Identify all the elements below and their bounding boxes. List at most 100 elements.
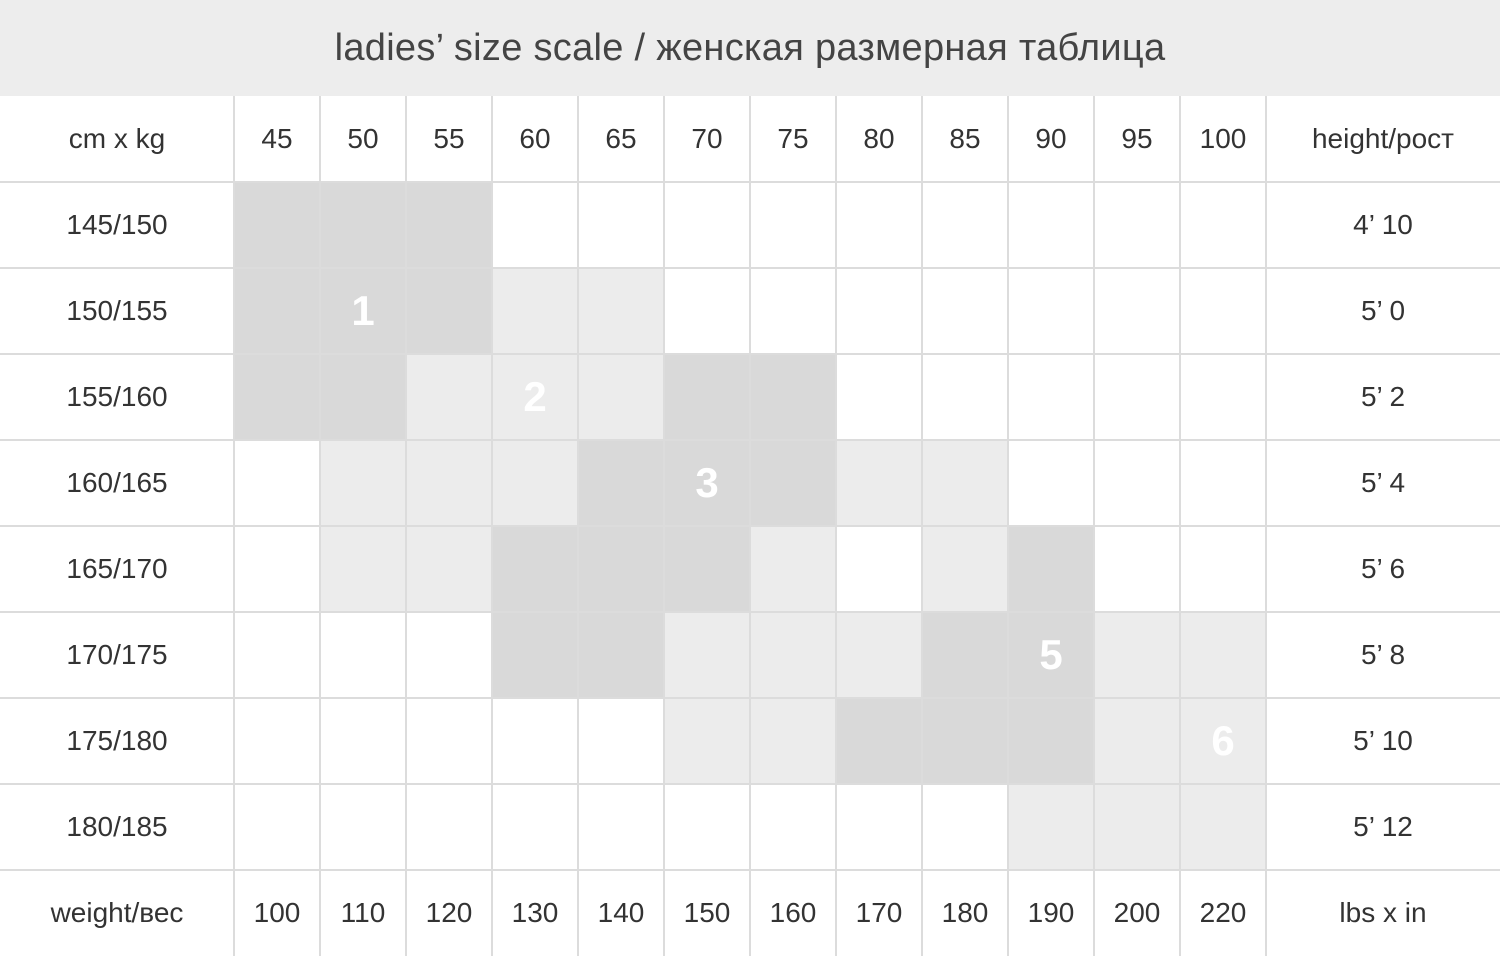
row-height-label: 5’ 8 <box>1360 639 1406 670</box>
kg-header: 85 <box>949 123 981 154</box>
size-zone-cell-light <box>492 354 578 440</box>
row-cm-label: 165/170 <box>66 553 168 584</box>
size-zone-cell-dark <box>664 440 750 526</box>
row-height-label: 4’ 10 <box>1353 209 1413 240</box>
size-zone-label: 6 <box>1211 717 1235 764</box>
grid-hline <box>0 439 1500 441</box>
size-zone-cell-light <box>750 526 836 612</box>
size-zone-cell-dark <box>922 612 1008 698</box>
size-zone-cell-light <box>664 698 750 784</box>
lbs-footer: 220 <box>1199 897 1247 928</box>
size-zone-cell-light <box>1094 698 1180 784</box>
size-zone-cell-light <box>320 526 406 612</box>
size-zone-cell-light <box>492 268 578 354</box>
lbs-footer: 130 <box>511 897 559 928</box>
grid-hline <box>0 525 1500 527</box>
kg-header: 65 <box>605 123 637 154</box>
size-zone-cell-light <box>1180 698 1266 784</box>
size-zone-cell-dark <box>664 526 750 612</box>
kg-header: 70 <box>691 123 723 154</box>
size-zone-cell-dark <box>1008 698 1094 784</box>
size-zone-cell-light <box>1008 784 1094 870</box>
size-zone-cell-light <box>578 268 664 354</box>
size-zone-cell-dark <box>320 354 406 440</box>
page-title: ladies’ size scale / женская размерная т… <box>334 26 1166 69</box>
kg-header: 80 <box>863 123 895 154</box>
size-zone-cell-dark <box>578 612 664 698</box>
grid-hline <box>0 697 1500 699</box>
grid-hline <box>0 353 1500 355</box>
size-zone-cell-dark <box>406 182 492 268</box>
lbs-footer: 200 <box>1113 897 1161 928</box>
lbs-footer: 150 <box>683 897 731 928</box>
size-zone-cell-dark <box>664 354 750 440</box>
size-zone-label: 2 <box>523 373 547 420</box>
size-zone-cell-light <box>1180 784 1266 870</box>
size-zone-cell-light <box>750 698 836 784</box>
size-zone-cell-dark <box>578 440 664 526</box>
height-header-label: height/рост <box>1311 123 1455 154</box>
size-zone-label: 5 <box>1039 631 1063 678</box>
grid-hline <box>0 181 1500 183</box>
size-zone-cell-dark <box>750 440 836 526</box>
size-zone-cell-light <box>922 526 1008 612</box>
lbs-footer: 190 <box>1027 897 1075 928</box>
row-cm-label: 180/185 <box>66 811 168 842</box>
row-cm-label: 175/180 <box>66 725 168 756</box>
size-zone-cell-light <box>406 526 492 612</box>
grid-hline <box>0 869 1500 871</box>
size-zone-label: 4 <box>867 545 891 592</box>
row-height-label: 5’ 0 <box>1360 295 1406 326</box>
size-table: cm x kg 45 50 55 60 65 70 75 80 85 90 95 100 height/р… <box>0 96 1500 958</box>
size-zone-cell-dark <box>836 698 922 784</box>
kg-header: 100 <box>1199 123 1247 154</box>
size-zone-cell-dark <box>492 526 578 612</box>
kg-header: 90 <box>1035 123 1067 154</box>
kg-header: 95 <box>1121 123 1153 154</box>
corner-header-label: cm x kg <box>68 123 166 154</box>
row-height-label: 5’ 2 <box>1360 381 1406 412</box>
row-height-label: 5’ 4 <box>1360 467 1406 498</box>
lbs-footer: 140 <box>597 897 645 928</box>
grid-hline <box>0 267 1500 269</box>
lbs-footer: 170 <box>855 897 903 928</box>
size-zone-cell-dark <box>492 612 578 698</box>
size-zone-cell-light <box>836 440 922 526</box>
weight-footer-label: weight/вес <box>50 897 184 928</box>
size-zone-cell-dark <box>234 182 320 268</box>
row-cm-label: 150/155 <box>66 295 168 326</box>
grid-hline <box>0 611 1500 613</box>
lbs-footer: 110 <box>340 897 386 928</box>
size-zone-cell-dark <box>1008 612 1094 698</box>
lbs-footer: 160 <box>769 897 817 928</box>
kg-header: 55 <box>433 123 465 154</box>
size-zone-cell-light <box>1180 612 1266 698</box>
size-zone-cell-light <box>750 612 836 698</box>
size-zone-cell-dark <box>922 698 1008 784</box>
kg-header: 60 <box>519 123 551 154</box>
size-zone-cell-light <box>664 612 750 698</box>
size-zone-cell-light <box>922 440 1008 526</box>
size-zone-label: 3 <box>695 459 719 506</box>
size-zone-cell-light <box>1094 784 1180 870</box>
size-zone-cell-light <box>578 354 664 440</box>
size-zone-cell-light <box>406 440 492 526</box>
size-zone-label: 1 <box>351 287 375 334</box>
row-height-label: 5’ 6 <box>1360 553 1406 584</box>
lbs-footer: 120 <box>425 897 473 928</box>
size-zone-cell-dark <box>750 354 836 440</box>
size-zone-cell-light <box>836 612 922 698</box>
size-zone-cell-light <box>492 440 578 526</box>
size-zone-cell-light <box>1094 612 1180 698</box>
size-zone-cell-dark <box>578 526 664 612</box>
row-cm-label: 170/175 <box>66 639 168 670</box>
title-bar: ladies’ size scale / женская размерная т… <box>0 0 1500 96</box>
kg-header: 50 <box>347 123 379 154</box>
size-zone-cell-dark <box>406 268 492 354</box>
size-zone-cell-light <box>320 440 406 526</box>
row-cm-label: 160/165 <box>66 467 168 498</box>
grid-hline <box>0 783 1500 785</box>
size-zone-cell-dark <box>234 268 320 354</box>
size-zone-cell-light <box>406 354 492 440</box>
size-zone-cell-dark <box>320 182 406 268</box>
